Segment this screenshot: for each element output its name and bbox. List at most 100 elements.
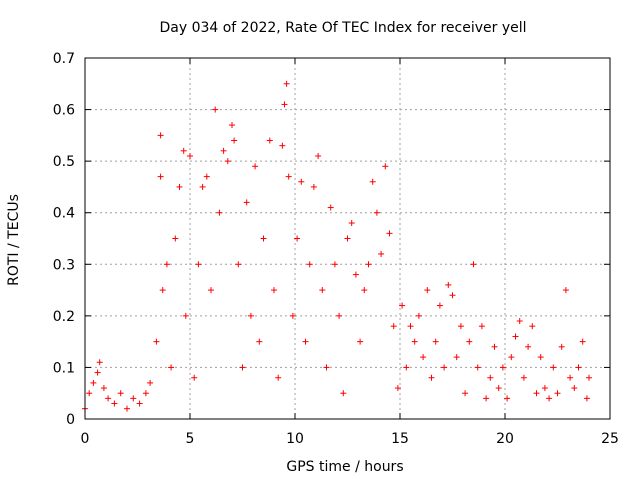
data-point [328, 205, 334, 211]
data-point [534, 390, 540, 396]
data-point [580, 339, 586, 345]
data-point [550, 364, 556, 370]
data-point [286, 174, 292, 180]
data-point [483, 395, 489, 401]
data-point [137, 401, 143, 407]
data-point [187, 153, 193, 159]
data-point [204, 174, 210, 180]
data-point [571, 385, 577, 391]
y-tick-label: 0 [66, 412, 75, 428]
data-point [340, 390, 346, 396]
data-point [496, 385, 502, 391]
data-point [517, 318, 523, 324]
data-point [143, 390, 149, 396]
data-point [429, 375, 435, 381]
data-point [555, 390, 561, 396]
data-point [221, 148, 227, 154]
data-point [391, 323, 397, 329]
data-point [324, 364, 330, 370]
data-point [374, 210, 380, 216]
data-point [450, 292, 456, 298]
data-point [408, 323, 414, 329]
data-point [284, 81, 290, 87]
data-point [183, 313, 189, 319]
data-point [86, 390, 92, 396]
data-point [95, 370, 101, 376]
data-points [82, 81, 592, 412]
data-point [437, 303, 443, 309]
data-point [130, 395, 136, 401]
x-tick-label: 5 [186, 431, 195, 447]
data-point [504, 395, 510, 401]
data-point [538, 354, 544, 360]
data-point [521, 375, 527, 381]
data-point [466, 339, 472, 345]
data-point [235, 261, 241, 267]
data-point [567, 375, 573, 381]
data-point [479, 323, 485, 329]
data-point [275, 375, 281, 381]
data-point [529, 323, 535, 329]
data-point [158, 174, 164, 180]
x-tick-label: 15 [391, 431, 409, 447]
data-point [256, 339, 262, 345]
data-point [336, 313, 342, 319]
data-point [267, 138, 273, 144]
data-point [294, 236, 300, 242]
data-point [97, 359, 103, 365]
data-point [387, 230, 393, 236]
data-point [231, 138, 237, 144]
data-point [105, 395, 111, 401]
data-point [282, 101, 288, 107]
data-point [216, 210, 222, 216]
data-point [158, 132, 164, 138]
data-point [445, 282, 451, 288]
data-point [332, 261, 338, 267]
data-point [252, 163, 258, 169]
y-tick-label: 0.4 [53, 206, 75, 222]
data-point [248, 313, 254, 319]
data-point [181, 148, 187, 154]
data-point [487, 375, 493, 381]
data-point [395, 385, 401, 391]
data-point [345, 236, 351, 242]
y-tick-label: 0.6 [53, 103, 75, 119]
data-point [441, 364, 447, 370]
data-point [311, 184, 317, 190]
data-point [366, 261, 372, 267]
data-point [212, 107, 218, 113]
data-point [303, 339, 309, 345]
data-point [118, 390, 124, 396]
data-point [124, 406, 130, 412]
data-point [208, 287, 214, 293]
data-point [90, 380, 96, 386]
data-point [378, 251, 384, 257]
data-point [475, 364, 481, 370]
data-point [357, 339, 363, 345]
y-tick-label: 0.2 [53, 309, 75, 325]
data-point [261, 236, 267, 242]
data-point [200, 184, 206, 190]
data-point [160, 287, 166, 293]
data-point [361, 287, 367, 293]
x-axis-label: GPS time / hours [286, 459, 403, 475]
x-tick-label: 10 [286, 431, 304, 447]
y-tick-label: 0.3 [53, 257, 75, 273]
data-point [172, 236, 178, 242]
data-point [353, 272, 359, 278]
data-point [563, 287, 569, 293]
data-point [382, 163, 388, 169]
data-point [147, 380, 153, 386]
x-tick-label: 25 [601, 431, 619, 447]
data-point [298, 179, 304, 185]
data-point [454, 354, 460, 360]
data-point [462, 390, 468, 396]
y-tick-label: 0.5 [53, 154, 75, 170]
data-point [177, 184, 183, 190]
data-point [584, 395, 590, 401]
data-point [168, 364, 174, 370]
data-point [244, 199, 250, 205]
data-point [420, 354, 426, 360]
data-point [349, 220, 355, 226]
data-point [492, 344, 498, 350]
